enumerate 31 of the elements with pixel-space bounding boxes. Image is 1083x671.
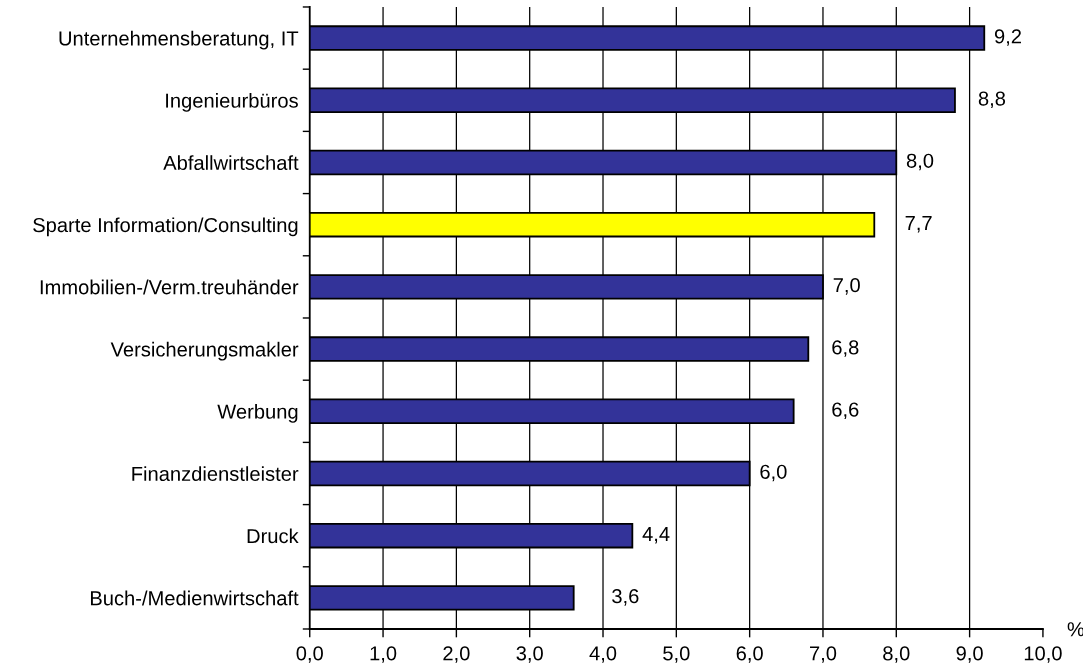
x-tick-label: 6,0	[736, 646, 763, 663]
y-tick-label: Unternehmensberatung, IT	[59, 30, 299, 50]
x-tick-label: 9,0	[956, 646, 983, 663]
data-label: 3,6	[612, 589, 639, 606]
data-label: 8,0	[906, 153, 934, 171]
x-tick-label: 5,0	[663, 646, 690, 663]
data-label: 6,6	[832, 402, 859, 420]
data-label: 6,8	[832, 340, 859, 357]
x-tick-label: 0,0	[296, 646, 323, 663]
y-tick-label: Ingenieurbüros	[166, 92, 298, 112]
y-tick-label: Immobilien-/Verm.treuhänder	[40, 279, 299, 295]
y-tick-label: Versicherungsmakler	[110, 341, 299, 361]
x-tick-label: 1,0	[370, 646, 397, 663]
data-label: 6,0	[760, 464, 787, 482]
x-tick-label: 7,0	[810, 646, 837, 663]
x-tick-label: 8,0	[883, 646, 910, 663]
y-tick-label: Werbung	[217, 403, 298, 423]
x-tick-label: 2,0	[443, 646, 470, 663]
y-tick-label: Abfallwirtschaft	[163, 155, 299, 170]
y-tick-label: Sparte Information/Consulting	[33, 217, 298, 237]
x-tick-label: 10,0	[1024, 646, 1062, 663]
y-tick-label: Finanzdienstleister	[132, 466, 299, 481]
x-tick-label: 4,0	[589, 646, 617, 663]
y-tick-label: Druck	[247, 528, 299, 544]
data-label: 4,4	[642, 527, 670, 544]
data-label: 8,8	[978, 91, 1006, 109]
x-tick-label: 3,0	[516, 646, 543, 663]
data-label: 7,7	[905, 216, 932, 233]
data-label: 9,2	[994, 29, 1021, 46]
y-tick-label: Buch-/Medienwirtschaft	[90, 590, 299, 606]
data-label: 7,0	[833, 278, 860, 295]
